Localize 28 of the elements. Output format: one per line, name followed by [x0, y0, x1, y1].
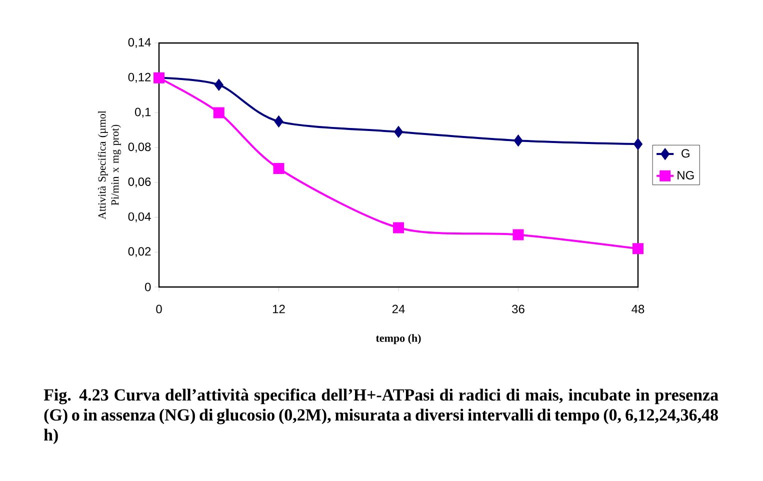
point: [514, 135, 523, 146]
point: [512, 229, 524, 240]
point: [214, 79, 224, 90]
x-tick-label: 48: [632, 304, 644, 314]
point: [213, 107, 224, 118]
point: [632, 243, 644, 254]
point: [634, 138, 642, 150]
point: [393, 222, 404, 234]
y-tick-label: 0: [145, 282, 151, 292]
y-tick-label: 0,08: [128, 142, 151, 153]
legend-label: G: [682, 149, 690, 158]
x-axis-title: tempo (h): [376, 334, 421, 344]
point: [273, 162, 284, 174]
y-tick-label: 0,14: [128, 38, 151, 48]
x-tick-label: 36: [512, 304, 524, 314]
y-tick-label: 0,12: [128, 72, 151, 83]
x-tick-label: 12: [272, 304, 285, 314]
y-tick-label: 0,1: [134, 108, 151, 118]
caption: Fig. 4.23 Curva dell’attività specifica dell’H+-ATPasi di radici di mais, incubate in presenza (G) o in assenza (NG) di glucosio (0,2M), misurata a diversi intervalli di tempo (0, 6,12,24,36,48 h): [44, 388, 718, 444]
point: [274, 116, 284, 127]
y-tick-label: 0,04: [128, 212, 151, 222]
y-axis-title: Attività Specifica (µmol Pi/min x mg prot): [98, 110, 121, 220]
x-tick-label: 0: [156, 304, 162, 314]
point: [394, 126, 403, 138]
y-tick-label: 0,02: [128, 247, 151, 258]
y-tick-label: 0,06: [128, 177, 151, 188]
x-tick-label: 24: [392, 304, 405, 314]
legend-label: NG: [678, 170, 694, 180]
